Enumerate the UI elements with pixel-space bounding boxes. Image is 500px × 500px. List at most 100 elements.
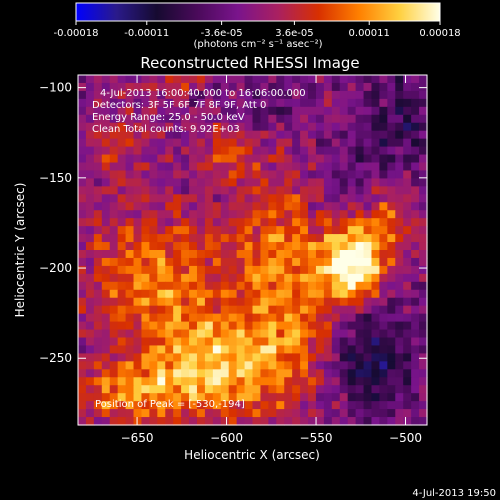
heatmap-cell [236, 130, 246, 140]
heatmap-cell [101, 178, 111, 187]
heatmap-cell [244, 409, 254, 418]
heatmap-cell [411, 90, 420, 100]
heatmap-cell [212, 289, 222, 299]
heatmap-cell [109, 329, 119, 339]
heatmap-cell [212, 361, 222, 370]
y-tick-label: −100 [39, 81, 72, 95]
heatmap-cell [236, 242, 246, 251]
heatmap-cell [371, 106, 381, 116]
heatmap-cell [236, 162, 246, 172]
heatmap-cell [300, 122, 309, 132]
heatmap-cell [236, 265, 246, 275]
heatmap-cell [395, 202, 404, 211]
heatmap-cell [363, 281, 373, 291]
heatmap-cell [395, 130, 404, 140]
heatmap-cell [331, 194, 341, 203]
heatmap-cell [371, 305, 381, 315]
heatmap-cell [181, 289, 190, 299]
heatmap-cell [236, 417, 246, 426]
heatmap-cell [244, 130, 254, 140]
heatmap-cell [220, 114, 230, 124]
heatmap-cell [419, 377, 428, 386]
heatmap-cell [189, 401, 198, 410]
heatmap-cell [212, 369, 222, 378]
heatmap-cell [403, 385, 412, 394]
heatmap-cell [236, 122, 246, 132]
heatmap-cell [196, 90, 206, 100]
heatmap-cell [260, 138, 269, 148]
heatmap-cell [395, 377, 404, 386]
heatmap-cell [292, 369, 301, 378]
heatmap-cell [181, 257, 190, 267]
heatmap-cell [125, 289, 135, 299]
heatmap-cell [339, 186, 349, 195]
heatmap-cell [101, 130, 111, 140]
heatmap-cell [204, 353, 214, 362]
heatmap-cell [85, 82, 95, 92]
heatmap-cell [141, 257, 150, 267]
heatmap-cell [236, 281, 246, 291]
heatmap-cell [204, 146, 214, 156]
heatmap-cell [149, 273, 158, 283]
heatmap-cell [403, 265, 412, 275]
heatmap-cell [347, 305, 357, 315]
heatmap-cell [347, 417, 357, 426]
heatmap-cell [331, 417, 341, 426]
heatmap-cell [260, 353, 269, 362]
heatmap-cell [165, 273, 174, 283]
heatmap-cell [173, 242, 182, 251]
heatmap-cell [181, 82, 190, 92]
heatmap-cell [212, 417, 222, 426]
heatmap-cell [323, 82, 333, 92]
heatmap-cell [228, 361, 238, 370]
heatmap-cell [252, 401, 262, 410]
heatmap-cell [268, 281, 277, 291]
heatmap-cell [292, 353, 301, 362]
heatmap-cell [284, 178, 293, 187]
heatmap-cell [300, 313, 309, 323]
heatmap-cell [78, 210, 87, 219]
heatmap-cell [339, 114, 349, 124]
heatmap-cell [260, 257, 269, 267]
heatmap-cell [101, 75, 111, 84]
heatmap-cell [141, 409, 150, 418]
heatmap-cell [189, 337, 198, 347]
heatmap-cell [252, 90, 262, 100]
heatmap-cell [331, 75, 341, 84]
heatmap-cell [133, 250, 143, 259]
heatmap-cell [308, 234, 317, 243]
heatmap-cell [411, 75, 420, 84]
heatmap-cell [204, 75, 214, 84]
heatmap-cell [93, 337, 103, 347]
heatmap-cell [315, 297, 325, 307]
heatmap-cell [244, 194, 254, 203]
heatmap-cell [125, 281, 135, 291]
heatmap-cell [157, 369, 166, 378]
heatmap-cell [141, 385, 150, 394]
heatmap-cell [93, 194, 103, 203]
heatmap-cell [244, 321, 254, 331]
heatmap-cell [403, 202, 412, 211]
heatmap-cell [181, 75, 190, 84]
heatmap-cell [149, 194, 158, 203]
heatmap-cell [78, 178, 87, 187]
heatmap-cell [204, 226, 214, 235]
heatmap-cell [189, 385, 198, 394]
heatmap-cell [165, 138, 174, 148]
heatmap-cell [308, 313, 317, 323]
heatmap-cell [181, 218, 190, 227]
heatmap-cell [284, 305, 293, 315]
heatmap-cell [228, 194, 238, 203]
heatmap-cell [141, 242, 150, 251]
heatmap-cell [300, 369, 309, 378]
heatmap-cell [93, 130, 103, 140]
heatmap-cell [236, 273, 246, 283]
heatmap-cell [387, 226, 396, 235]
heatmap-cell [419, 265, 428, 275]
heatmap-cell [220, 321, 230, 331]
heatmap-cell [371, 186, 381, 195]
heatmap-cell [403, 409, 412, 418]
heatmap-cell [101, 273, 111, 283]
heatmap-cell [284, 417, 293, 426]
heatmap-cell [117, 130, 127, 140]
